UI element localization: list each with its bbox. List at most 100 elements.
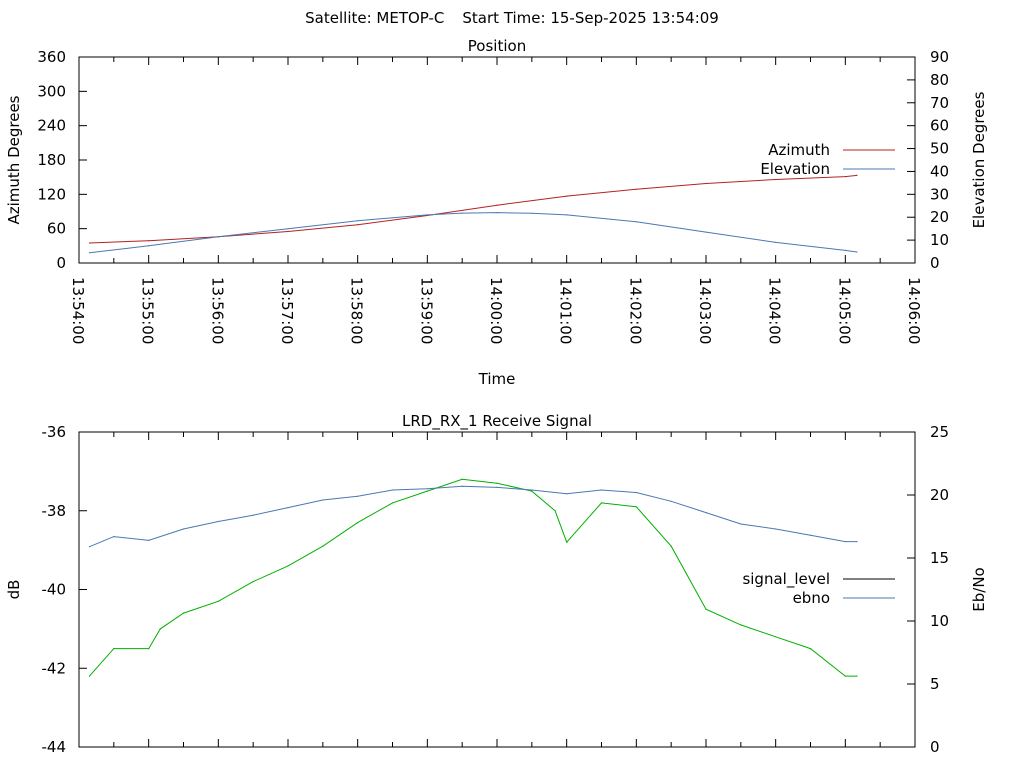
data-point	[566, 493, 568, 495]
x-tick-label: 14:05:00	[835, 277, 853, 344]
series-line-signal-level	[89, 478, 857, 677]
data-point	[705, 182, 707, 185]
y2-tick-label: 80	[930, 71, 949, 89]
y-tick-label: 60	[47, 220, 66, 238]
data-point	[809, 534, 812, 536]
y-axis-label: Azimuth Degrees	[5, 95, 23, 224]
data-point	[496, 204, 498, 206]
data-point	[426, 490, 428, 492]
data-point	[775, 178, 777, 181]
data-point	[844, 675, 846, 677]
data-point	[531, 490, 533, 492]
y-tick-label: 120	[37, 185, 66, 203]
x-tick-label: 13:56:00	[208, 277, 226, 344]
y2-tick-label: 0	[930, 254, 940, 272]
data-point	[844, 176, 846, 178]
data-point	[148, 539, 150, 542]
data-point	[705, 608, 707, 610]
data-point	[635, 506, 637, 508]
data-point	[705, 511, 707, 514]
data-point	[217, 520, 219, 523]
data-point	[88, 675, 91, 677]
data-point	[426, 488, 428, 490]
data-point	[357, 220, 359, 222]
y2-tick-label: 20	[930, 486, 949, 504]
x-tick-label: 13:55:00	[139, 277, 157, 344]
position-chart: Position 13:54:00 13:55:00 13:56:00 13:57:00…	[5, 37, 988, 388]
y2-tick-label: 60	[930, 117, 949, 135]
data-point	[461, 212, 463, 214]
legend-label: signal_level	[742, 570, 830, 589]
data-point	[357, 224, 359, 226]
data-point	[113, 648, 115, 650]
legend-label: Elevation	[760, 160, 830, 178]
data-point	[391, 502, 394, 504]
y-tick-label: -42	[42, 659, 67, 677]
y2-tick-label: 5	[930, 675, 940, 693]
series-line-ebno	[89, 485, 857, 548]
y-tick-label: 240	[37, 117, 66, 135]
data-point	[809, 648, 812, 650]
data-point	[357, 495, 359, 497]
x-tick-label: 14:01:00	[557, 277, 575, 344]
data-point	[670, 545, 672, 547]
data-point	[148, 240, 150, 242]
data-point	[531, 212, 533, 214]
data-point	[113, 536, 115, 538]
y2-tick-label: 20	[930, 208, 949, 226]
data-point	[775, 636, 777, 638]
data-point	[496, 482, 498, 484]
data-point	[496, 486, 498, 488]
data-point	[182, 612, 185, 614]
data-point	[159, 628, 161, 630]
x-axis-label: Time	[478, 370, 516, 388]
data-point	[554, 510, 556, 512]
data-point	[775, 528, 777, 530]
data-point	[322, 499, 324, 501]
data-point	[426, 214, 428, 216]
y2-tick-label: 10	[930, 231, 949, 249]
data-point	[391, 489, 394, 491]
data-point	[148, 648, 150, 650]
plot-frame	[78, 431, 916, 748]
data-point	[856, 675, 858, 677]
y-axis-label: dB	[5, 580, 23, 600]
data-point	[856, 251, 858, 253]
data-point	[670, 500, 672, 502]
y-tick-label: 360	[37, 48, 66, 66]
data-point	[287, 507, 289, 509]
receive-signal-chart: LRD_RX_1 Receive Signal -44 -42 -40 -38 -36 0 5…	[5, 412, 988, 756]
y-tick-label: 300	[37, 82, 66, 100]
start-time-label: Start Time: 15-Sep-2025 13:54:09	[462, 9, 718, 27]
y2-axis-label: Eb/No	[970, 567, 988, 611]
y2-tick-label: 25	[930, 423, 949, 441]
y2-tick-label: 40	[930, 162, 949, 180]
data-point	[88, 546, 91, 548]
data-point	[705, 231, 707, 233]
y2-tick-label: 10	[930, 612, 949, 630]
y-tick-label: -40	[42, 581, 67, 599]
x-tick-label: 13:57:00	[278, 277, 296, 344]
x-tick-label: 14:06:00	[905, 277, 923, 344]
data-point	[357, 522, 359, 524]
data-point	[217, 600, 219, 602]
data-point	[856, 541, 858, 543]
data-point	[461, 478, 463, 480]
satellite-label: Satellite: METOP-C	[305, 9, 444, 27]
data-point	[496, 212, 498, 214]
legend-label: ebno	[793, 589, 830, 607]
data-point	[566, 541, 568, 543]
data-point	[600, 489, 603, 491]
y-tick-label: -44	[42, 738, 67, 756]
data-point	[635, 221, 637, 223]
chart-title: LRD_RX_1 Receive Signal	[402, 412, 592, 431]
data-point	[844, 541, 846, 543]
y-tick-label: -38	[42, 502, 67, 520]
data-point	[252, 581, 254, 583]
data-point	[217, 236, 219, 238]
x-tick-label: 13:59:00	[417, 277, 435, 344]
y2-tick-label: 30	[930, 185, 949, 203]
data-point	[322, 545, 324, 547]
page-header: Satellite: METOP-C Start Time: 15-Sep-202…	[305, 9, 719, 27]
